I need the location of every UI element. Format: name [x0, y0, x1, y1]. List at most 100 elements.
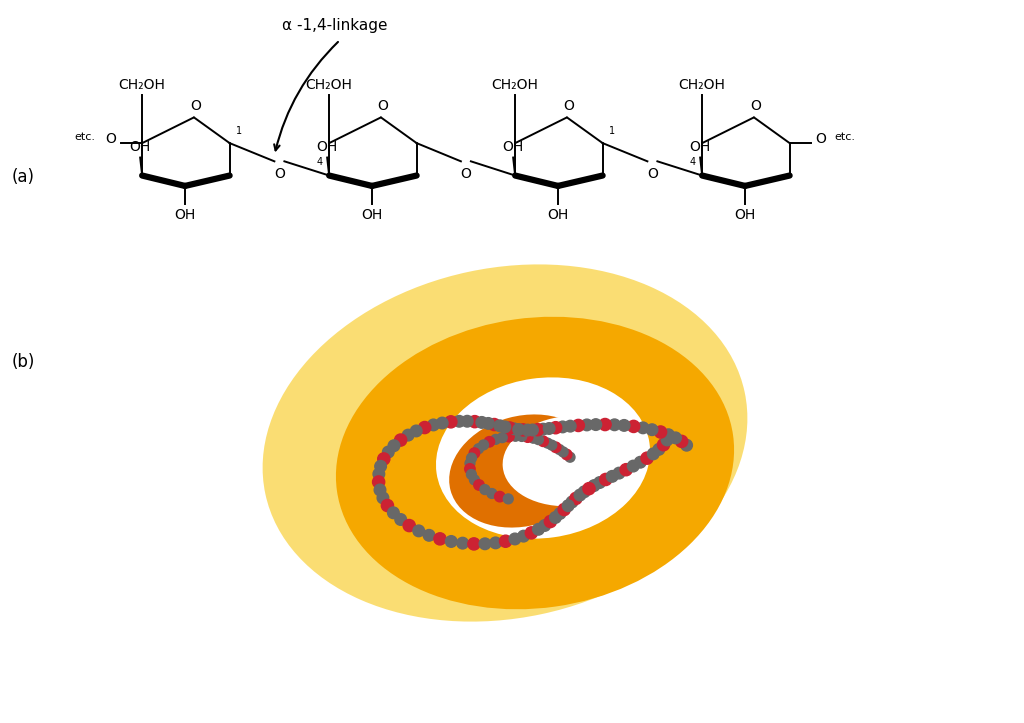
Circle shape [554, 508, 566, 519]
Text: OH: OH [734, 208, 756, 222]
Circle shape [590, 419, 602, 430]
Circle shape [444, 416, 457, 428]
Circle shape [637, 422, 649, 434]
Circle shape [635, 456, 646, 468]
Text: OH: OH [316, 140, 338, 153]
Circle shape [681, 440, 692, 451]
Circle shape [594, 476, 605, 488]
Circle shape [467, 453, 476, 463]
Circle shape [543, 438, 553, 448]
Circle shape [646, 424, 657, 435]
Circle shape [628, 461, 639, 472]
Text: O: O [378, 99, 388, 114]
Circle shape [388, 507, 399, 518]
Circle shape [538, 424, 549, 435]
Circle shape [522, 424, 534, 436]
Text: 1: 1 [608, 126, 614, 136]
Circle shape [504, 422, 516, 434]
Text: CH₂OH: CH₂OH [492, 78, 539, 92]
Circle shape [620, 463, 632, 476]
Text: OH: OH [361, 208, 383, 222]
Circle shape [374, 484, 386, 496]
Circle shape [647, 448, 659, 460]
Circle shape [499, 421, 511, 433]
Circle shape [613, 467, 625, 479]
Circle shape [436, 417, 449, 429]
Circle shape [628, 420, 640, 432]
Text: α -1,4-linkage: α -1,4-linkage [283, 18, 388, 33]
Text: 1: 1 [236, 126, 242, 136]
Circle shape [547, 440, 557, 450]
Circle shape [550, 512, 561, 523]
Circle shape [454, 416, 465, 427]
Circle shape [654, 426, 667, 438]
Circle shape [465, 463, 475, 474]
Circle shape [534, 435, 544, 445]
Circle shape [378, 453, 390, 465]
Circle shape [490, 435, 501, 445]
Circle shape [544, 423, 555, 435]
Circle shape [565, 453, 574, 462]
Circle shape [606, 471, 618, 482]
Circle shape [522, 432, 532, 442]
Text: O: O [751, 99, 762, 114]
Text: CH₂OH: CH₂OH [119, 78, 166, 92]
Circle shape [566, 496, 578, 508]
Circle shape [641, 452, 653, 464]
Circle shape [504, 432, 514, 442]
Circle shape [498, 433, 507, 442]
Circle shape [494, 420, 506, 432]
Circle shape [468, 538, 480, 550]
Circle shape [509, 533, 521, 544]
Circle shape [375, 461, 386, 472]
Circle shape [513, 424, 524, 435]
Circle shape [589, 480, 600, 492]
Text: O: O [647, 167, 657, 181]
Circle shape [479, 538, 490, 549]
Text: OH: OH [174, 208, 196, 222]
Circle shape [402, 429, 414, 441]
Circle shape [526, 424, 539, 436]
Circle shape [381, 500, 393, 512]
Circle shape [457, 537, 468, 549]
Circle shape [403, 520, 416, 531]
Circle shape [550, 422, 562, 434]
Circle shape [434, 533, 446, 545]
Circle shape [653, 444, 665, 455]
Circle shape [657, 439, 670, 451]
Circle shape [476, 416, 487, 428]
Text: O: O [816, 132, 826, 146]
Circle shape [488, 419, 501, 431]
Circle shape [465, 458, 475, 469]
Circle shape [411, 425, 422, 437]
Circle shape [579, 486, 590, 497]
Ellipse shape [450, 414, 597, 528]
Circle shape [574, 489, 586, 501]
Circle shape [482, 418, 495, 429]
Circle shape [413, 525, 425, 536]
Text: OH: OH [548, 208, 568, 222]
Circle shape [518, 531, 529, 542]
Text: (b): (b) [12, 353, 36, 371]
Circle shape [538, 436, 549, 447]
Circle shape [663, 429, 674, 440]
Text: O: O [274, 167, 285, 181]
Circle shape [500, 535, 512, 547]
Ellipse shape [336, 317, 734, 609]
Circle shape [608, 419, 621, 431]
Circle shape [551, 442, 561, 453]
Circle shape [539, 520, 551, 531]
Circle shape [377, 492, 389, 504]
Circle shape [504, 494, 513, 504]
Circle shape [511, 432, 520, 441]
Text: 4: 4 [317, 157, 324, 166]
Circle shape [662, 434, 673, 446]
Circle shape [495, 492, 505, 502]
Text: CH₂OH: CH₂OH [306, 78, 352, 92]
Circle shape [480, 484, 489, 495]
Circle shape [569, 492, 582, 505]
Text: 4: 4 [690, 157, 696, 166]
Text: etc.: etc. [74, 132, 95, 142]
Circle shape [394, 434, 407, 446]
Text: (a): (a) [12, 168, 35, 186]
